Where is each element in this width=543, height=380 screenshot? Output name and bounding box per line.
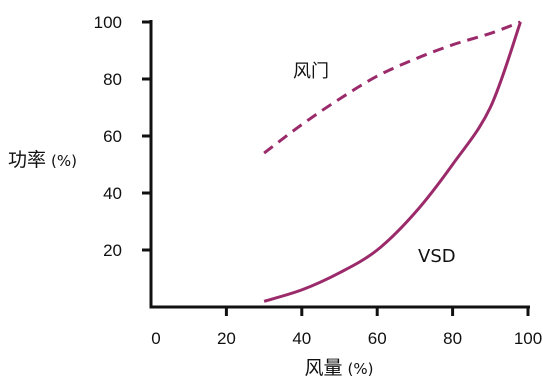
x-tick-label: 80: [443, 329, 462, 348]
series-label-damper: 风门: [293, 61, 329, 82]
series-line-vsd: [263, 21, 522, 303]
y-ticks: 20 40 60 80 100: [94, 13, 151, 260]
x-tick-label: 40: [292, 329, 311, 348]
y-axis-title-unit: (%): [51, 152, 77, 170]
series-label-vsd: VSD: [418, 246, 456, 267]
axes: [149, 20, 530, 309]
y-tick-label: 60: [103, 127, 122, 146]
x-axis-title-text: 风量: [305, 357, 343, 379]
y-tick-label: 40: [103, 184, 122, 203]
x-tick-label: 20: [217, 329, 236, 348]
y-tick-label: 80: [103, 70, 122, 89]
y-axis-title: 功率 (%): [8, 149, 77, 171]
x-axis-title: 风量 (%): [305, 357, 374, 379]
y-axis-title-text: 功率: [8, 149, 46, 171]
series-layer: [263, 20, 522, 303]
x-tick-label: 0: [151, 329, 160, 348]
y-tick-label: 20: [103, 241, 122, 260]
x-tick-label: 100: [514, 329, 542, 348]
x-axis-title-unit: (%): [348, 360, 374, 378]
x-ticks: 0 20 40 60 80 100: [151, 307, 542, 348]
y-tick-label: 100: [94, 13, 122, 32]
series-line-damper: [263, 20, 522, 155]
x-tick-label: 60: [368, 329, 387, 348]
